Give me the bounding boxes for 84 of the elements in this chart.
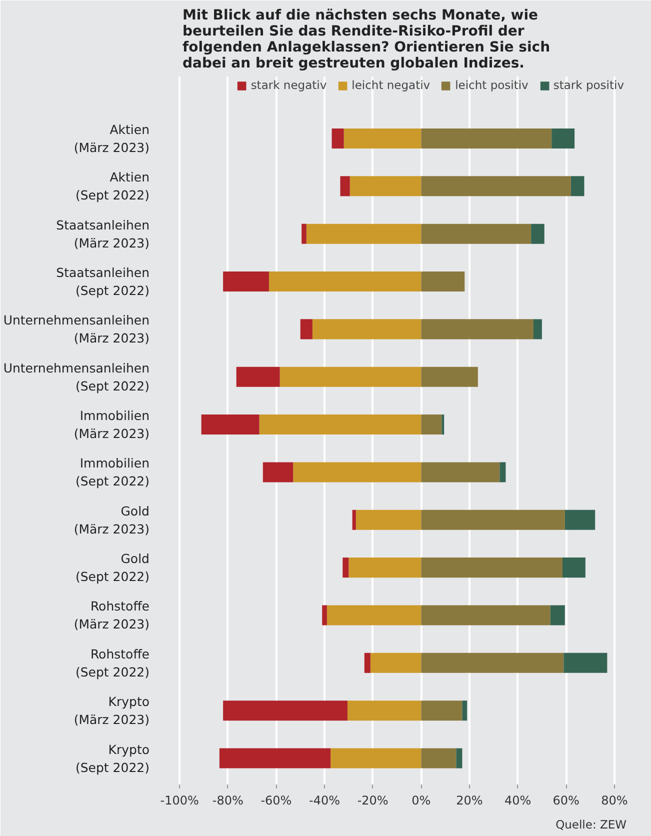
bar <box>364 652 370 673</box>
bar <box>344 128 422 148</box>
legend-label: leicht negativ <box>352 78 430 92</box>
bar <box>348 558 422 578</box>
bar <box>421 128 552 148</box>
bar <box>421 652 564 673</box>
bar <box>302 224 306 244</box>
bar <box>332 128 344 148</box>
bar <box>259 414 422 435</box>
bar <box>326 605 422 626</box>
y-tick-label: Aktien (Sept 2022) <box>76 170 150 203</box>
bar <box>421 748 456 768</box>
bar <box>421 366 478 387</box>
x-tick-label: 0% <box>412 794 431 808</box>
x-tick-label: 40% <box>504 794 532 808</box>
bar <box>223 700 348 721</box>
bar <box>442 414 444 435</box>
bar <box>531 224 544 244</box>
chart-title: Mit Blick auf die nächsten sechs Monate, wie beurteilen Sie das Rendite-Risiko-Profil der folgenden Anlageklassen? Orientieren Sie sich dabei an breit gestreuten globalen Indizes. <box>182 8 550 72</box>
bar <box>312 319 422 340</box>
bar <box>421 176 571 196</box>
y-tick-label: Unternehmensanleihen (Sept 2022) <box>3 360 150 394</box>
x-tick-label: -20% <box>357 794 388 808</box>
x-tick-label: 60% <box>552 794 580 808</box>
y-tick-label: Gold (Sept 2022) <box>76 551 150 584</box>
x-tick-label: -40% <box>309 794 340 808</box>
bar <box>421 605 550 626</box>
bar <box>456 748 462 768</box>
bar <box>280 366 422 387</box>
bar <box>330 748 422 768</box>
bar <box>421 700 462 721</box>
x-tick-label: -100% <box>160 794 199 808</box>
y-tick-label: Unternehmensanleihen (März 2023) <box>3 312 150 346</box>
bar <box>300 319 312 340</box>
x-tick-label: 20% <box>456 794 483 808</box>
bar <box>564 652 608 673</box>
bar <box>322 605 327 626</box>
x-tick-label: -80% <box>212 794 244 808</box>
legend-label: stark negativ <box>250 78 327 92</box>
bar <box>262 462 294 482</box>
bar <box>293 462 422 482</box>
y-tick-label: Staatsanleihen (Sept 2022) <box>56 265 150 298</box>
bar <box>550 605 565 626</box>
bar <box>350 176 422 196</box>
bar <box>552 128 575 148</box>
bar <box>570 176 584 196</box>
x-tick-label: -60% <box>260 794 292 808</box>
bar <box>342 558 349 578</box>
bar <box>223 272 269 292</box>
bar <box>421 510 565 530</box>
bar <box>219 748 331 768</box>
source-note: Quelle: ZEW <box>556 818 627 832</box>
bar <box>340 176 350 196</box>
bar <box>421 462 500 482</box>
y-tick-label: Rohstoffe (Sept 2022) <box>76 646 150 680</box>
y-tick-label: Aktien (März 2023) <box>74 122 150 155</box>
y-tick-label: Staatsanleihen (März 2023) <box>56 217 150 250</box>
bar <box>201 414 260 435</box>
bar <box>370 652 422 673</box>
y-tick-label: Rohstoffe (März 2023) <box>74 598 150 632</box>
y-tick-label: Immobilien (März 2023) <box>74 408 150 442</box>
bar <box>500 462 506 482</box>
legend-label: leicht positiv <box>455 78 528 92</box>
bar <box>356 510 422 530</box>
y-tick-label: Gold (März 2023) <box>74 503 150 536</box>
bar <box>306 224 422 244</box>
bar <box>462 700 468 721</box>
x-tick-label: 80% <box>601 794 628 808</box>
bar <box>236 366 280 387</box>
bar <box>562 558 586 578</box>
y-tick-label: Krypto (März 2023) <box>74 694 150 728</box>
y-tick-label: Krypto (Sept 2022) <box>76 742 150 775</box>
bar <box>421 319 534 340</box>
bar <box>421 272 465 292</box>
bar <box>347 700 422 721</box>
bar <box>352 510 356 530</box>
bar <box>268 272 422 292</box>
legend-label: stark positiv <box>553 78 624 92</box>
bar <box>421 558 562 578</box>
y-tick-label: Immobilien (Sept 2022) <box>76 456 150 489</box>
bar <box>533 319 542 340</box>
bar <box>564 510 596 530</box>
bar <box>421 414 442 435</box>
bar <box>421 224 532 244</box>
